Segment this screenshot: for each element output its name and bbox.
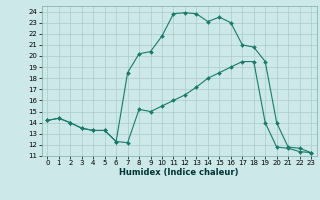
X-axis label: Humidex (Indice chaleur): Humidex (Indice chaleur) bbox=[119, 168, 239, 177]
